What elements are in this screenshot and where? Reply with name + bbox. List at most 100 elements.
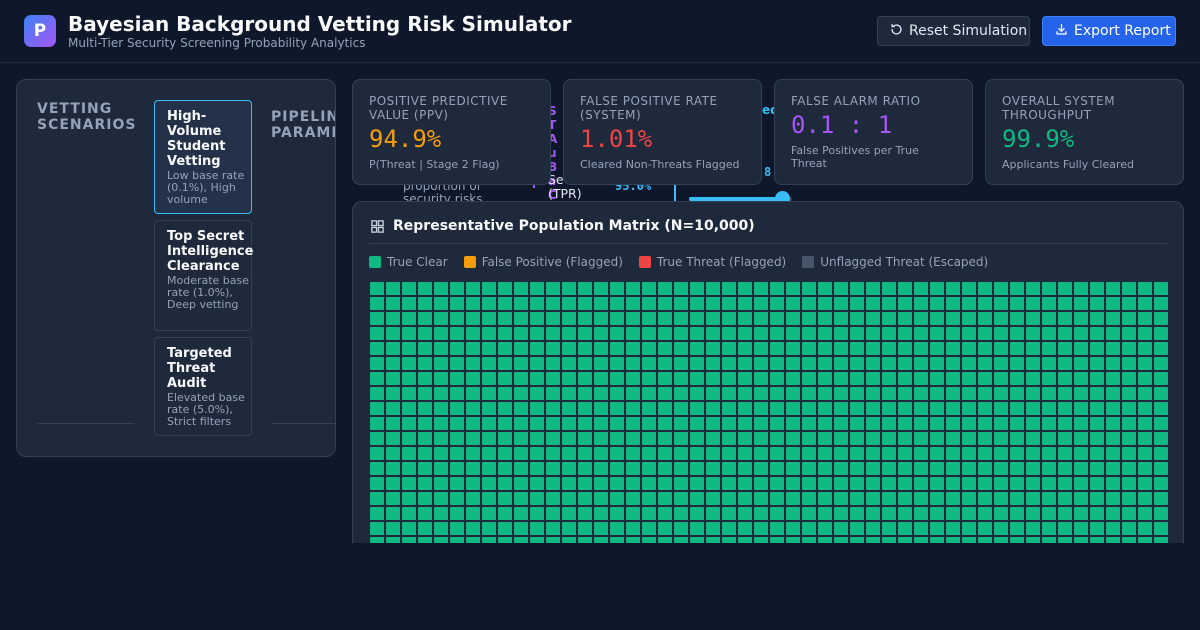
population-cell [578,387,592,400]
population-cell [450,342,464,355]
population-cell [466,477,480,490]
population-cell [1106,522,1120,535]
population-cell [802,402,816,415]
population-cell [402,432,416,445]
population-cell [946,402,960,415]
specificity-slider-track[interactable] [689,197,792,201]
population-cell [930,372,944,385]
population-cell [754,462,768,475]
population-cell [850,282,864,295]
population-cell [466,312,480,325]
population-cell [386,447,400,460]
population-cell [706,357,720,370]
population-cell [898,447,912,460]
population-cell [754,447,768,460]
population-cell [1058,462,1072,475]
population-cell [482,297,496,310]
population-cell [498,342,512,355]
population-cell [1042,372,1056,385]
population-cell [786,432,800,445]
scenario-top-secret-clearance[interactable]: Top Secret Intelligence Clearance Modera… [154,220,253,331]
population-cell [546,417,560,430]
population-cell [386,387,400,400]
population-cell [690,417,704,430]
population-cell [466,522,480,535]
population-cell [946,447,960,460]
population-cell [1138,492,1152,505]
population-cell [514,537,528,543]
population-cell [546,327,560,340]
population-cell [450,507,464,520]
population-cell [786,342,800,355]
population-cell [1122,477,1136,490]
reset-simulation-button[interactable]: Reset Simulation [877,16,1030,46]
population-cell [962,297,976,310]
population-cell [770,282,784,295]
population-cell [1042,477,1056,490]
ppv-value: 94.9% [369,125,442,153]
fpr-card: FALSE POSITIVE RATE (SYSTEM) 1.01% Clear… [563,79,762,185]
population-cell [610,432,624,445]
population-cell [690,522,704,535]
population-cell [434,297,448,310]
population-cell [498,357,512,370]
population-cell [610,462,624,475]
population-cell [1058,402,1072,415]
population-cell [626,342,640,355]
population-cell [562,282,576,295]
population-cell [706,402,720,415]
population-cell [802,477,816,490]
population-cell [1058,507,1072,520]
population-cell [402,447,416,460]
population-cell [530,342,544,355]
scenario-high-volume-student[interactable]: High-Volume Student Vetting Low base rat… [154,100,252,214]
population-cell [530,522,544,535]
population-cell [1010,522,1024,535]
population-cell [930,447,944,460]
population-cell [770,462,784,475]
population-cell [946,462,960,475]
population-cell [418,342,432,355]
population-cell [994,327,1008,340]
population-cell [450,477,464,490]
population-cell [610,312,624,325]
population-cell [482,372,496,385]
population-cell [434,537,448,543]
population-cell [466,297,480,310]
vetting-scenarios-heading: VETTING SCENARIOS [37,101,137,133]
export-report-button[interactable]: Export Report [1042,16,1176,46]
population-cell [530,462,544,475]
population-cell [738,342,752,355]
population-cell [1026,312,1040,325]
population-cell [722,372,736,385]
population-cell [914,522,928,535]
population-cell [770,372,784,385]
population-cell [498,447,512,460]
population-cell [962,462,976,475]
population-cell [674,447,688,460]
population-cell [866,372,880,385]
population-cell [418,282,432,295]
population-cell [594,312,608,325]
population-matrix-panel: Representative Population Matrix (N=10,0… [352,201,1184,543]
population-cell [578,537,592,543]
scenario-targeted-threat-audit[interactable]: Targeted Threat Audit Elevated base rate… [154,337,252,436]
population-cell [946,417,960,430]
population-cell [770,507,784,520]
population-cell [770,477,784,490]
population-cell [754,282,768,295]
population-cell [930,387,944,400]
population-cell [882,387,896,400]
population-cell [1090,417,1104,430]
population-cell [402,477,416,490]
population-cell [658,342,672,355]
population-cell [834,537,848,543]
population-cell [1122,342,1136,355]
legend-swatch [638,256,651,268]
population-cell [402,357,416,370]
population-cell [578,447,592,460]
scenario-title: Targeted Threat Audit [167,346,232,391]
population-cell [498,282,512,295]
population-cell [898,477,912,490]
population-cell [402,522,416,535]
